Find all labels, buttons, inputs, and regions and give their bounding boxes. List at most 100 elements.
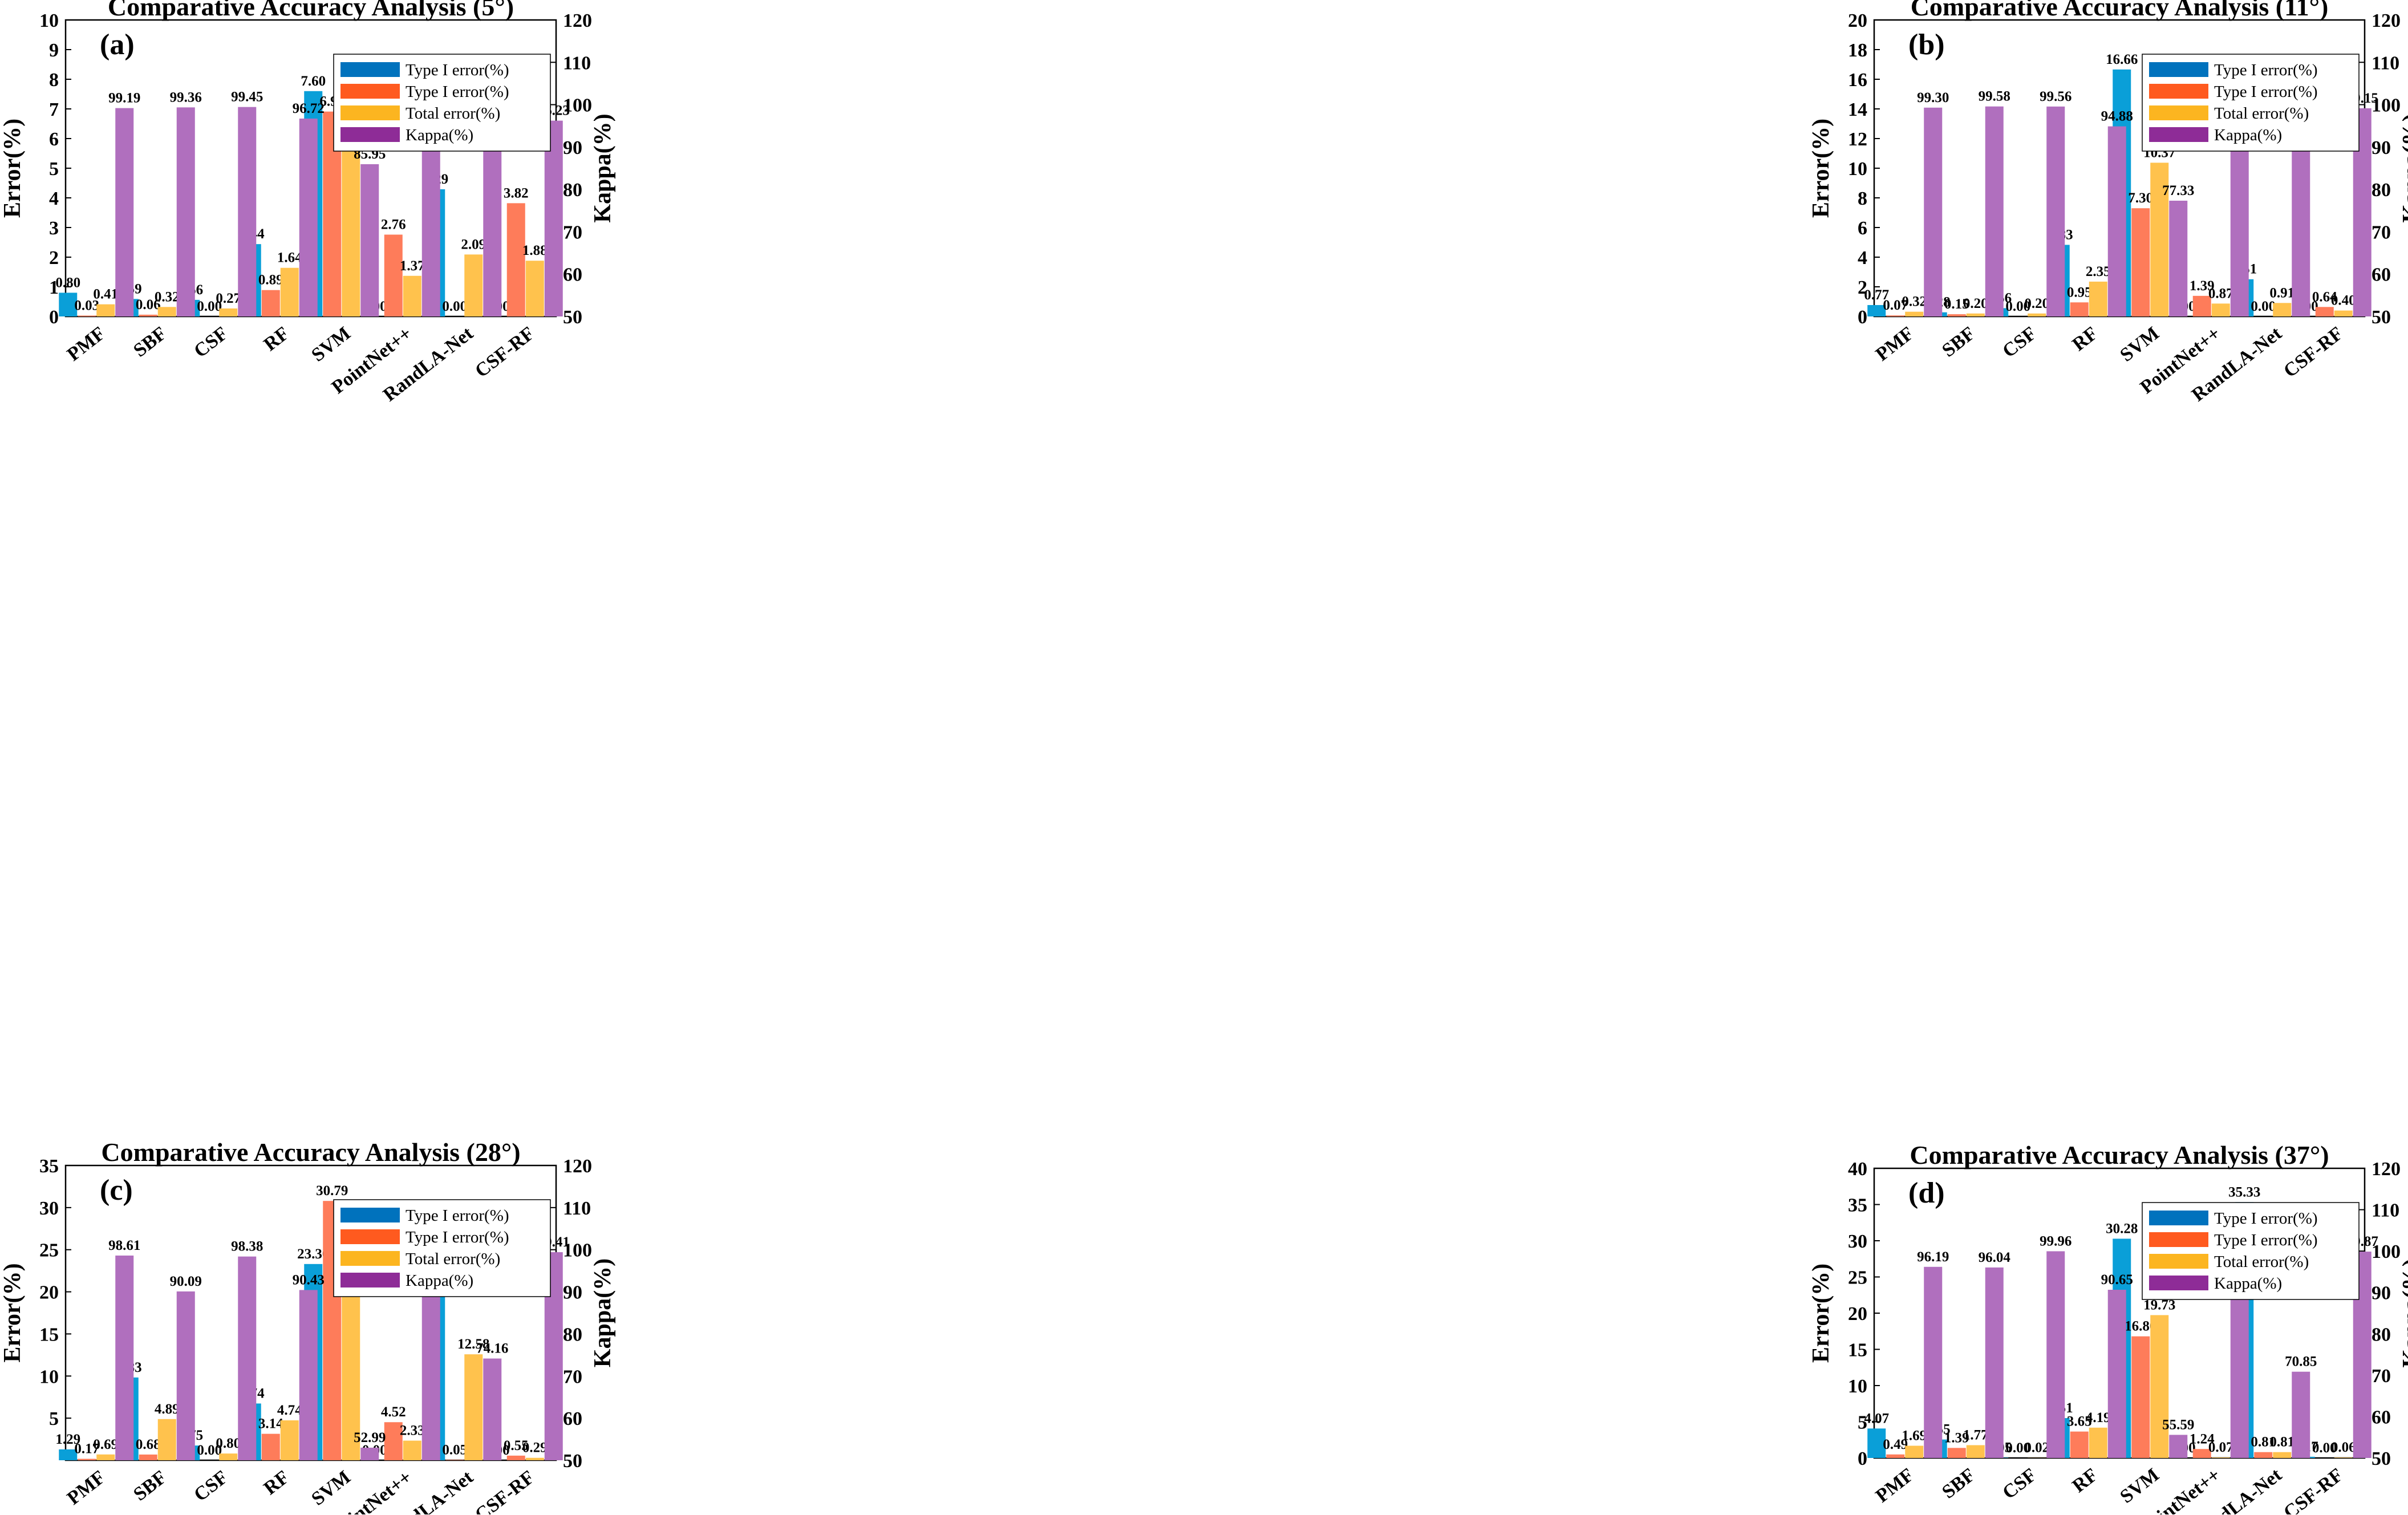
data-label: 99.36: [170, 90, 202, 105]
legend-entry: Kappa(%): [406, 1272, 473, 1290]
right-tick-label: 90: [563, 1282, 582, 1303]
data-label: 0.41: [93, 287, 118, 302]
bar-pmf-series-0: [59, 1449, 78, 1460]
data-label: 99.45: [231, 90, 263, 105]
chart-title: Comparative Accuracy Analysis (11°): [1911, 0, 2329, 21]
data-label: 0.07: [1883, 298, 1908, 313]
data-label: 0.80: [55, 275, 80, 290]
bar-csf-series-3: [238, 107, 257, 316]
left-tick-label: 8: [1858, 188, 1867, 209]
data-label: 4.52: [381, 1404, 406, 1420]
legend-entry: Kappa(%): [2214, 126, 2282, 144]
category-label: CSF: [1998, 1464, 2040, 1504]
right-axis-title: Kappa(%): [590, 113, 616, 222]
bar-csf-rf-series-1: [506, 203, 525, 316]
category-label: RF: [260, 1467, 293, 1499]
bar-csf-series-2: [2028, 313, 2046, 316]
left-axis-title: Error(%): [1808, 1264, 1834, 1363]
category-label: CSF: [190, 323, 232, 362]
right-tick-label: 80: [563, 1324, 582, 1345]
bar-sbf-series-2: [1966, 313, 1985, 316]
bar-pointnet--series-2: [403, 275, 421, 316]
bar-sbf-series-1: [1947, 314, 1966, 316]
left-tick-label: 8: [49, 70, 59, 91]
bar-csf-series-3: [2046, 106, 2065, 316]
left-tick-label: 1: [49, 277, 59, 298]
category-label: SBF: [129, 1467, 171, 1505]
data-label: 99.30: [1917, 90, 1949, 105]
left-tick-label: 5: [49, 1408, 59, 1429]
data-label: 0.15: [1944, 296, 1969, 312]
data-label: 1.69: [1902, 1428, 1927, 1444]
category-label: RF: [2069, 1464, 2102, 1497]
bar-pmf-series-1: [78, 315, 96, 316]
bar-rf-series-1: [2070, 1431, 2089, 1458]
data-label: 0.32: [1902, 294, 1927, 310]
data-label: 0.00: [197, 299, 222, 314]
bar-sbf-series-3: [1985, 1267, 2004, 1458]
data-label: 0.64: [2312, 289, 2337, 304]
right-tick-label: 90: [2371, 1283, 2391, 1304]
legend-entry: Total error(%): [406, 104, 500, 123]
right-tick-label: 120: [563, 1156, 592, 1177]
bar-sbf-series-1: [1947, 1448, 1966, 1458]
left-tick-label: 25: [39, 1240, 59, 1261]
data-label: 96.19: [1917, 1249, 1949, 1265]
right-axis-title: Kappa(%): [2398, 1258, 2408, 1367]
data-label: 3.65: [2067, 1414, 2092, 1429]
data-label: 30.28: [2106, 1221, 2138, 1236]
data-label: 74.16: [476, 1341, 508, 1356]
data-label: 7.60: [301, 74, 326, 89]
right-tick-label: 100: [563, 1240, 592, 1261]
data-label: 1.39: [1944, 1430, 1969, 1445]
right-tick-label: 100: [2371, 1241, 2401, 1262]
left-tick-label: 5: [1858, 1412, 1867, 1433]
chart-a-svg: Comparative Accuracy Analysis (5°)(a)012…: [0, 0, 616, 406]
right-tick-label: 120: [2371, 1159, 2401, 1180]
legend-entry: Type I error(%): [406, 61, 509, 79]
data-label: 94.88: [2101, 109, 2133, 124]
data-label: 0.89: [258, 273, 283, 288]
left-tick-label: 30: [39, 1198, 59, 1219]
data-label: 19.73: [2143, 1297, 2175, 1313]
left-tick-label: 16: [1848, 70, 1867, 91]
legend-swatch: [2149, 1211, 2208, 1225]
right-tick-label: 70: [2371, 1366, 2391, 1387]
bar-pointnet--series-2: [403, 1440, 421, 1460]
bar-pmf-series-2: [96, 1454, 115, 1460]
legend-entry: Type I error(%): [406, 83, 509, 101]
category-label: PMF: [63, 323, 110, 365]
bar-pmf-series-3: [115, 108, 134, 317]
bar-svm-series-1: [2131, 208, 2150, 316]
data-label: 98.38: [231, 1239, 263, 1254]
legend-swatch: [340, 1229, 400, 1244]
data-label: 2.35: [2086, 264, 2111, 279]
data-label: 0.81: [2269, 1435, 2295, 1450]
left-tick-label: 30: [1848, 1231, 1867, 1252]
data-label: 77.33: [2162, 183, 2194, 198]
data-label: 99.58: [1979, 89, 2010, 104]
data-label: 0.80: [216, 1436, 241, 1451]
bar-rf-series-3: [299, 118, 318, 317]
bar-pmf-series-3: [1924, 107, 1943, 316]
data-label: 0.91: [2269, 285, 2295, 300]
left-tick-label: 0: [1858, 307, 1867, 328]
data-label: 99.19: [108, 91, 140, 106]
left-tick-label: 14: [1848, 99, 1867, 120]
right-tick-label: 110: [2371, 52, 2399, 74]
panel-label: (d): [1908, 1177, 1945, 1209]
bar-randla-net-series-3: [483, 122, 502, 316]
left-tick-label: 4: [1858, 247, 1867, 269]
data-label: 12.58: [457, 1337, 489, 1352]
right-tick-label: 70: [563, 222, 582, 243]
data-label: 0.69: [93, 1437, 118, 1452]
legend-swatch: [2149, 105, 2208, 120]
bar-csf-series-3: [2046, 1251, 2065, 1458]
bar-csf-rf-series-2: [525, 1457, 544, 1460]
left-axis-title: Error(%): [0, 1263, 26, 1362]
right-tick-label: 60: [2371, 265, 2391, 286]
right-tick-label: 110: [563, 1198, 591, 1219]
data-label: 70.85: [2285, 1354, 2317, 1370]
bar-rf-series-1: [261, 290, 280, 316]
left-tick-label: 12: [1848, 129, 1867, 150]
